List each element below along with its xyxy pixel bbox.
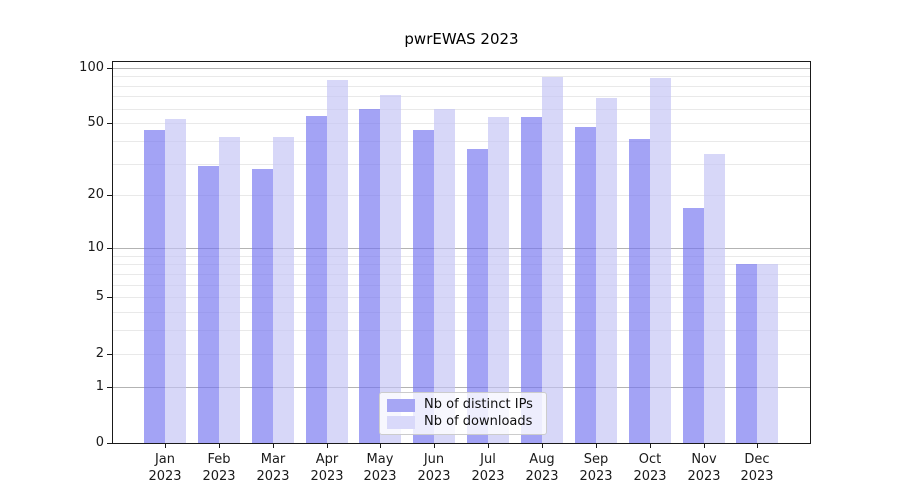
- x-tick-may: [380, 444, 381, 448]
- x-tick-dec: [757, 444, 758, 448]
- y-tick-label-5: 5: [95, 289, 104, 304]
- legend: Nb of distinct IPs Nb of downloads: [379, 392, 547, 435]
- bar-dec-nb-of-downloads: [757, 264, 778, 443]
- y-tick-label-20: 20: [87, 187, 104, 202]
- gridline-minor-4: [113, 312, 810, 313]
- y-tick-label-0: 0: [95, 435, 104, 450]
- gridline-major-1: [113, 387, 810, 388]
- legend-swatch-distinct-ips: [387, 398, 415, 412]
- y-tick-label-100: 100: [79, 60, 104, 75]
- x-tick-nov: [704, 444, 705, 448]
- y-tick-label-2: 2: [95, 346, 104, 361]
- bar-dec-nb-of-distinct-ips: [736, 264, 757, 443]
- bar-feb-nb-of-downloads: [219, 137, 240, 443]
- x-tick-label-sep: Sep 2023: [579, 452, 613, 484]
- x-tick-label-apr: Apr 2023: [310, 452, 344, 484]
- x-tick-label-jan: Jan 2023: [148, 452, 182, 484]
- bar-sep-nb-of-downloads: [596, 98, 617, 443]
- y-tick-label-10: 10: [87, 240, 104, 255]
- bar-nov-nb-of-distinct-ips: [683, 208, 704, 443]
- y-tick-50: [107, 123, 112, 124]
- bar-sep-nb-of-distinct-ips: [575, 127, 596, 443]
- gridline-minor-90: [113, 76, 810, 77]
- gridline-major-100: [113, 68, 810, 69]
- gridline-major-10: [113, 248, 810, 249]
- x-tick-oct: [650, 444, 651, 448]
- bar-apr-nb-of-distinct-ips: [306, 116, 327, 443]
- x-tick-aug: [542, 444, 543, 448]
- plot-area: Nb of distinct IPs Nb of downloads: [112, 61, 811, 444]
- x-tick-mar: [273, 444, 274, 448]
- bar-mar-nb-of-downloads: [273, 137, 294, 443]
- x-tick-label-may: May 2023: [363, 452, 397, 484]
- bar-apr-nb-of-downloads: [327, 80, 348, 443]
- y-tick-2: [107, 354, 112, 355]
- x-tick-label-mar: Mar 2023: [256, 452, 290, 484]
- x-tick-label-jul: Jul 2023: [471, 452, 505, 484]
- bar-nov-nb-of-downloads: [704, 154, 725, 443]
- y-tick-10: [107, 248, 112, 249]
- gridline-minor-20: [113, 195, 810, 196]
- x-tick-label-jun: Jun 2023: [417, 452, 451, 484]
- y-tick-100: [107, 68, 112, 69]
- x-tick-jan: [165, 444, 166, 448]
- bar-aug-nb-of-downloads: [542, 77, 563, 443]
- bar-feb-nb-of-distinct-ips: [198, 166, 219, 443]
- x-tick-label-nov: Nov 2023: [687, 452, 721, 484]
- x-tick-label-aug: Aug 2023: [525, 452, 559, 484]
- y-tick-1: [107, 387, 112, 388]
- gridline-minor-7: [113, 274, 810, 275]
- bar-may-nb-of-distinct-ips: [359, 109, 380, 443]
- y-tick-20: [107, 195, 112, 196]
- x-tick-jul: [488, 444, 489, 448]
- legend-label-distinct-ips: Nb of distinct IPs: [424, 397, 533, 412]
- x-tick-apr: [327, 444, 328, 448]
- bar-jul-nb-of-distinct-ips: [467, 149, 488, 443]
- y-tick-label-1: 1: [95, 379, 104, 394]
- gridline-minor-5: [113, 297, 810, 298]
- x-tick-feb: [219, 444, 220, 448]
- gridline-minor-60: [113, 109, 810, 110]
- x-tick-jun: [434, 444, 435, 448]
- x-tick-label-oct: Oct 2023: [633, 452, 667, 484]
- gridline-minor-2: [113, 354, 810, 355]
- gridline-minor-9: [113, 256, 810, 257]
- bar-jun-nb-of-downloads: [434, 109, 455, 443]
- bar-may-nb-of-downloads: [380, 95, 401, 443]
- gridline-minor-50: [113, 123, 810, 124]
- bar-jul-nb-of-downloads: [488, 117, 509, 443]
- bar-jan-nb-of-distinct-ips: [144, 130, 165, 443]
- gridline-minor-70: [113, 96, 810, 97]
- legend-item-distinct-ips: Nb of distinct IPs: [387, 398, 538, 412]
- legend-label-downloads: Nb of downloads: [424, 414, 533, 429]
- gridline-minor-6: [113, 285, 810, 286]
- x-tick-label-dec: Dec 2023: [740, 452, 774, 484]
- y-tick-5: [107, 297, 112, 298]
- bar-aug-nb-of-distinct-ips: [521, 117, 542, 443]
- bar-jun-nb-of-distinct-ips: [413, 130, 434, 443]
- chart-title: pwrEWAS 2023: [404, 30, 519, 48]
- y-tick-0: [107, 443, 112, 444]
- legend-item-downloads: Nb of downloads: [387, 415, 538, 429]
- legend-swatch-downloads: [387, 415, 415, 429]
- gridline-minor-30: [113, 164, 810, 165]
- bar-oct-nb-of-downloads: [650, 78, 671, 443]
- y-tick-label-50: 50: [87, 115, 104, 130]
- gridline-minor-3: [113, 330, 810, 331]
- bar-oct-nb-of-distinct-ips: [629, 139, 650, 443]
- x-tick-label-feb: Feb 2023: [202, 452, 236, 484]
- gridline-minor-8: [113, 264, 810, 265]
- gridline-minor-40: [113, 141, 810, 142]
- bar-jan-nb-of-downloads: [165, 119, 186, 443]
- x-tick-sep: [596, 444, 597, 448]
- gridline-minor-80: [113, 86, 810, 87]
- bar-mar-nb-of-distinct-ips: [252, 169, 273, 443]
